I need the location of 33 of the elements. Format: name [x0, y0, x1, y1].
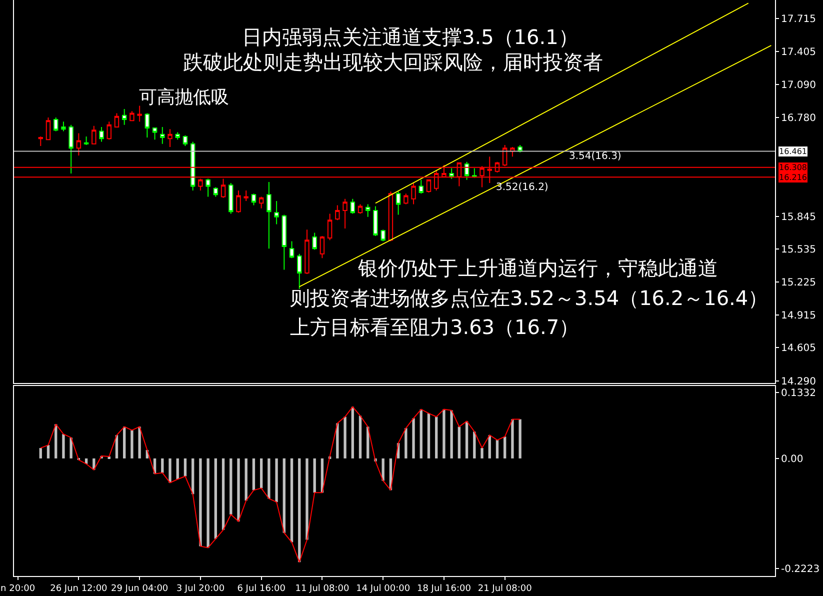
y-tick-label: 0.00 [781, 454, 804, 465]
annotation: 银价仍处于上升通道内运行，守稳此通道 [357, 256, 718, 280]
ref-line-label: 16.461 [779, 147, 807, 156]
annotation: 3.52(16.2) [496, 182, 548, 193]
x-tick-label: 11 Jul 08:00 [295, 584, 350, 594]
y-tick-label: 15.845 [781, 212, 816, 223]
x-tick-label: 3 Jul 20:00 [176, 584, 225, 594]
y-tick-label: 17.405 [781, 46, 816, 58]
ref-line-label: 16.308 [779, 163, 807, 172]
annotation: 可高抛低吸 [139, 87, 229, 108]
annotation: 上方目标看至阻力3.63（16.7） [290, 315, 580, 339]
annotation: 则投资者进场做多点位在3.52～3.54（16.2～16.4） [290, 286, 768, 310]
x-tick-label: 29 Jun 04:00 [110, 584, 168, 594]
x-tick-label: 21 Jul 08:00 [478, 584, 532, 594]
x-tick-label: 14 Jul 00:00 [356, 584, 410, 594]
x-tick-label: n 20:00 [0, 584, 36, 594]
y-tick-label: 15.535 [781, 244, 816, 256]
y-tick-label: 14.290 [781, 376, 816, 388]
y-tick-label: 15.225 [781, 277, 816, 288]
y-tick-label: 14.915 [781, 310, 816, 322]
x-tick-label: 6 Jul 16:00 [237, 584, 286, 594]
y-tick-label: 17.715 [781, 14, 816, 26]
y-tick-label: 17.090 [781, 80, 816, 92]
y-tick-label: 16.780 [781, 112, 816, 124]
x-tick-label: 26 Jun 12:00 [50, 584, 108, 594]
annotation: 日内强弱点关注通道支撑3.5（16.1） [242, 25, 578, 49]
annotation: 跌破此处则走势出现较大回踩风险，届时投资者 [183, 50, 603, 74]
y-tick-label: 14.605 [781, 343, 816, 354]
ref-line-label: 16.216 [779, 173, 807, 182]
y-tick-label: -0.2223 [781, 564, 820, 576]
annotation: 3.54(16.3) [569, 151, 622, 162]
y-tick-label: 0.1332 [781, 388, 816, 399]
x-tick-label: 18 Jul 16:00 [416, 584, 472, 594]
